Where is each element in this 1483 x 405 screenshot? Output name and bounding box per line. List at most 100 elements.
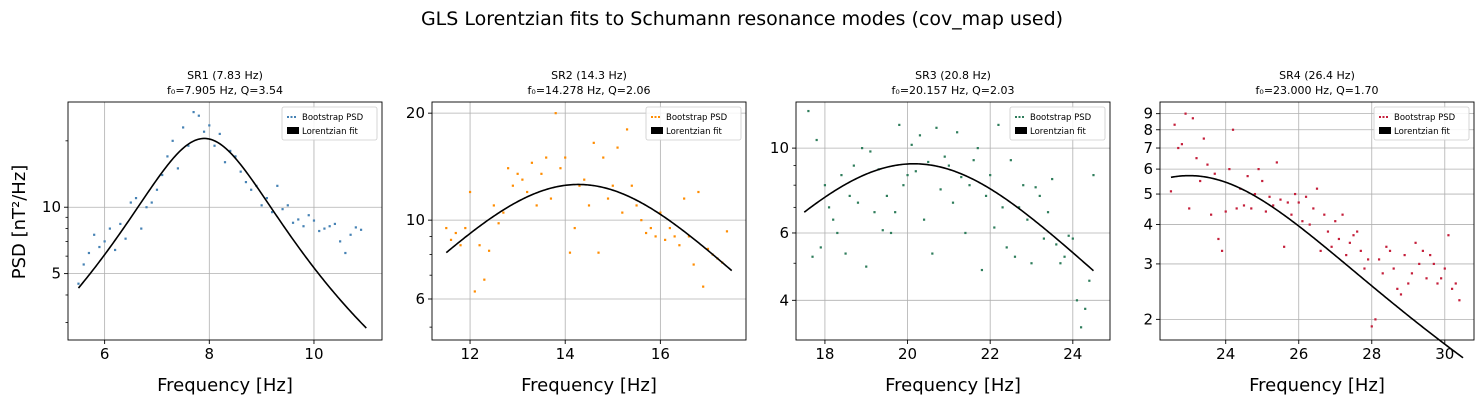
data-point: [328, 225, 331, 228]
data-point: [464, 226, 467, 230]
legend-entry-fit: Lorentzian fit: [1030, 127, 1087, 137]
subplot-title: SR3 (20.8 Hz): [915, 69, 991, 82]
subplot-subtitle: f₀=14.278 Hz, Q=2.06: [528, 84, 651, 97]
axes-frame: [795, 101, 1111, 341]
axes-frame: [431, 101, 747, 341]
data-point: [333, 222, 336, 226]
data-point: [683, 197, 686, 200]
data-point: [526, 190, 529, 194]
data-point: [307, 214, 310, 217]
data-point: [968, 184, 971, 187]
data-point: [1231, 128, 1235, 131]
figure-title: GLS Lorentzian fits to Schumann resonanc…: [421, 8, 1063, 30]
data-point: [989, 174, 992, 177]
data-point: [454, 231, 457, 235]
data-point: [1005, 246, 1008, 249]
data-point: [922, 218, 926, 221]
data-point: [943, 155, 946, 158]
data-point: [664, 238, 667, 241]
x-tick-label: 18: [815, 345, 834, 363]
legend-marker-scatter: [1382, 116, 1385, 118]
data-point: [516, 172, 519, 175]
y-tick-label: 10: [42, 198, 61, 216]
data-point: [1046, 211, 1050, 214]
data-point: [1038, 194, 1041, 198]
data-point: [171, 139, 174, 142]
data-point: [1213, 172, 1216, 175]
data-point: [1279, 198, 1282, 201]
legend-entry-bootstrap: Bootstrap PSD: [1394, 113, 1456, 123]
data-point: [1253, 192, 1257, 196]
data-point: [176, 167, 179, 170]
data-point: [873, 211, 876, 214]
data-point: [202, 130, 206, 133]
data-point: [129, 201, 132, 204]
data-point: [354, 226, 357, 229]
data-point: [1051, 177, 1054, 181]
legend-box: [281, 106, 378, 141]
lorentzian-fit-line: [77, 137, 367, 329]
data-point: [947, 164, 950, 167]
y-tick-label: 10: [406, 211, 425, 229]
data-point: [119, 222, 122, 226]
data-point: [668, 226, 671, 230]
legend-box: [1009, 106, 1106, 141]
data-point: [1195, 157, 1198, 160]
legend-marker-scatter: [1379, 116, 1381, 118]
data-point: [459, 244, 462, 247]
data-point: [1429, 253, 1432, 257]
legend-marker-scatter: [651, 116, 653, 118]
data-point: [972, 159, 975, 162]
data-point: [108, 227, 111, 230]
data-point: [218, 132, 221, 136]
data-point: [1454, 282, 1457, 285]
data-point: [1403, 253, 1406, 257]
data-point: [1268, 195, 1271, 198]
data-point: [1334, 220, 1337, 223]
data-point: [473, 290, 476, 293]
data-point: [1257, 168, 1260, 171]
data-point: [659, 211, 662, 214]
legend-marker-scatter: [287, 116, 289, 118]
data-point: [1345, 253, 1348, 257]
y-tick-label: 10: [770, 139, 789, 157]
y-tick-label: 2: [1143, 310, 1153, 328]
data-point: [1191, 117, 1194, 120]
data-point: [1283, 245, 1286, 248]
data-point: [1210, 213, 1213, 216]
axes-frame: [67, 101, 383, 341]
data-point: [927, 160, 930, 164]
data-point: [832, 218, 835, 221]
data-point: [291, 221, 295, 224]
legend-marker-scatter: [1386, 116, 1388, 118]
data-point: [1396, 287, 1399, 290]
x-axis-label: Frequency [Hz]: [157, 375, 293, 396]
x-tick-label: 24: [1063, 345, 1082, 363]
data-point: [1242, 204, 1246, 207]
data-point: [1071, 237, 1074, 240]
data-point: [881, 229, 884, 232]
data-point: [1363, 267, 1366, 270]
data-point: [1326, 230, 1330, 233]
data-point: [1425, 277, 1428, 280]
y-tick-label: 20: [406, 104, 425, 122]
data-point: [1217, 237, 1220, 241]
legend-marker-scatter: [654, 116, 657, 118]
data-point: [725, 230, 729, 233]
data-point: [213, 144, 216, 147]
data-point: [1407, 282, 1410, 285]
data-point: [98, 245, 101, 249]
x-axis-label: Frequency [Hz]: [885, 375, 1021, 396]
data-point: [644, 231, 648, 235]
data-point: [898, 123, 901, 127]
data-point: [889, 231, 893, 235]
data-point: [976, 147, 979, 150]
data-point: [487, 249, 491, 252]
legend-marker-fit: [651, 127, 663, 134]
data-point: [568, 251, 572, 254]
data-point: [445, 226, 448, 230]
data-point: [865, 265, 868, 268]
data-point: [155, 188, 159, 191]
